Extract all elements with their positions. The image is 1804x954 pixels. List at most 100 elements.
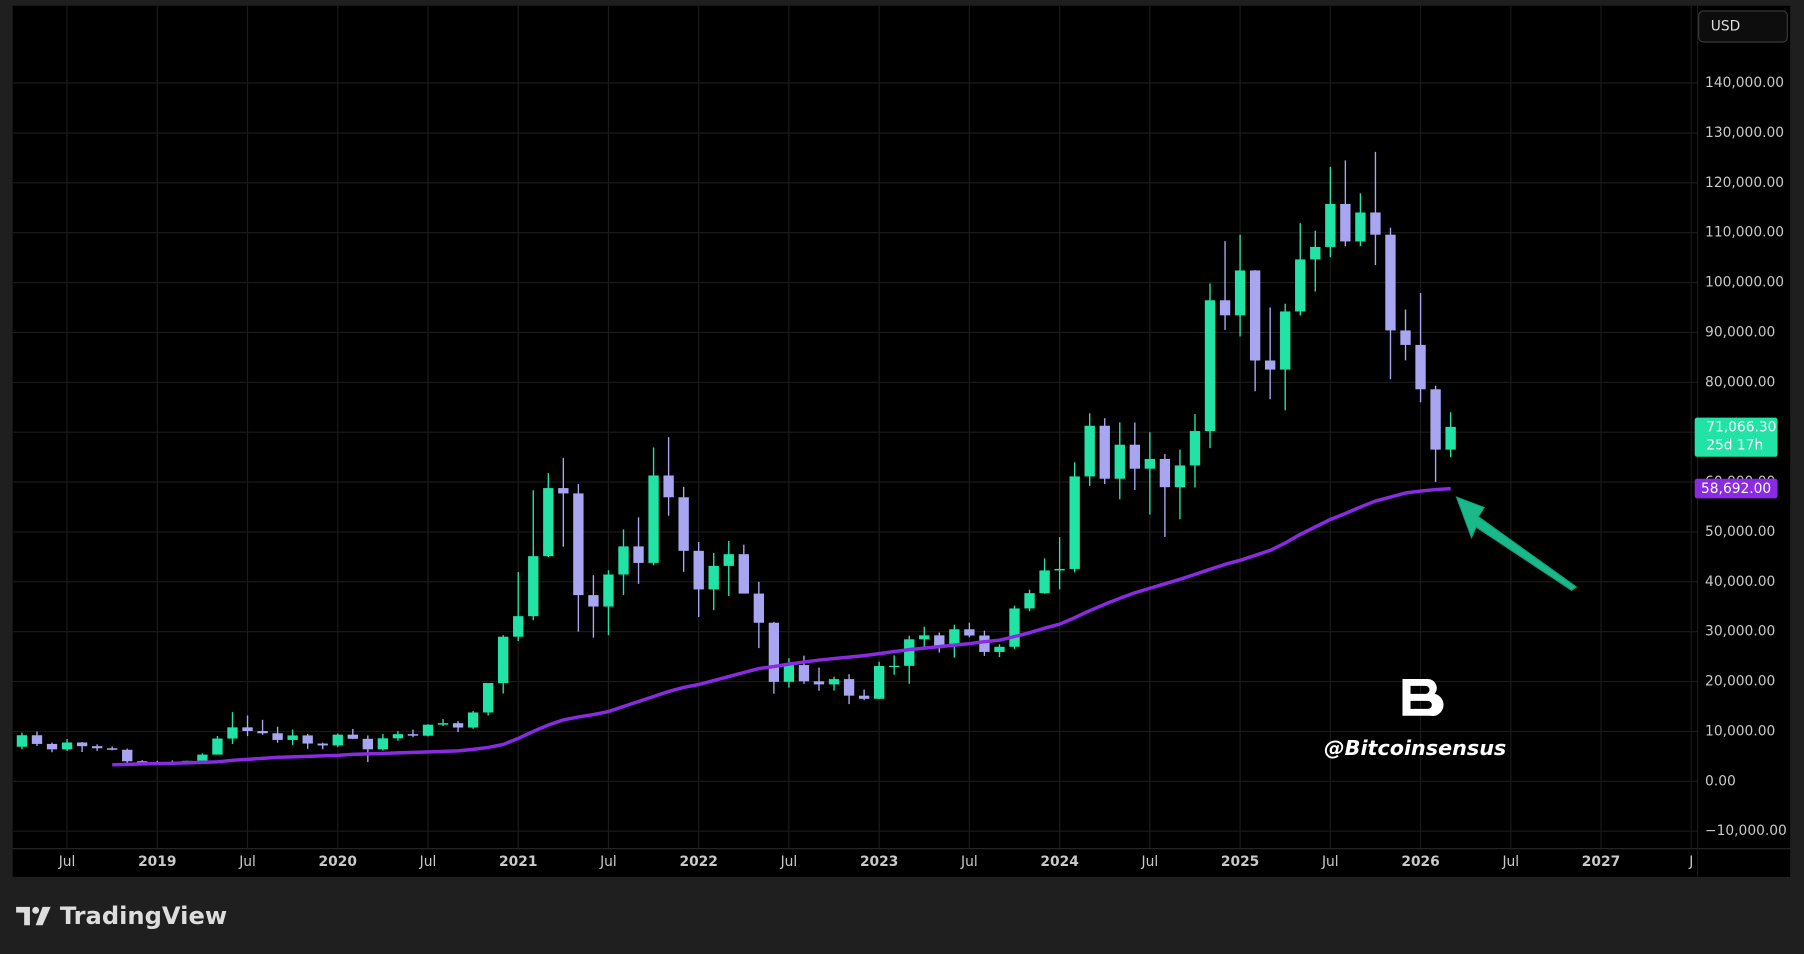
candle-body xyxy=(212,738,223,755)
candle-body xyxy=(1174,465,1186,488)
last-price-label: 71,066.30 xyxy=(1706,419,1776,435)
y-tick-label: 140,000.00 xyxy=(1705,75,1784,91)
currency-button[interactable]: USD xyxy=(1698,10,1788,43)
candle-body xyxy=(1024,593,1035,609)
candle-body xyxy=(889,665,900,667)
x-tick-label: Jul xyxy=(58,854,76,870)
candle-body xyxy=(272,733,283,740)
moving-average-line xyxy=(112,486,1451,767)
candle-body xyxy=(1385,234,1396,331)
candle-body xyxy=(1129,444,1140,469)
candle-body xyxy=(1009,608,1020,647)
candle-body xyxy=(257,730,268,734)
watermark-logo xyxy=(1402,678,1444,717)
candle-body xyxy=(618,546,629,575)
y-tick-label: 50,000.00 xyxy=(1705,524,1775,540)
candle-body xyxy=(197,754,208,761)
candle-body xyxy=(422,724,434,736)
candle-body xyxy=(934,635,945,646)
candle-body xyxy=(76,742,88,747)
x-tick-label: 2020 xyxy=(319,854,357,870)
candle-body xyxy=(768,622,780,682)
candle-body xyxy=(347,734,358,739)
x-tick-label: 2025 xyxy=(1221,854,1259,870)
x-tick-label: 2026 xyxy=(1401,854,1439,870)
candle-body xyxy=(693,550,704,590)
x-tick-label: Jul xyxy=(238,854,256,870)
x-tick-label: Jul xyxy=(419,854,437,870)
candle-body xyxy=(242,727,253,731)
candle-body xyxy=(498,636,509,684)
candle-body xyxy=(919,635,930,640)
y-tick-label: 100,000.00 xyxy=(1705,275,1784,291)
candle-body xyxy=(106,748,118,750)
candle-body xyxy=(377,738,389,750)
candle-body xyxy=(287,735,298,740)
x-tick-label: 2019 xyxy=(138,854,176,870)
y-tick-label: 80,000.00 xyxy=(1705,374,1775,390)
y-tick-label: 130,000.00 xyxy=(1705,125,1784,141)
candle-body xyxy=(1234,270,1246,316)
candle-body xyxy=(482,683,494,713)
candle-body xyxy=(46,743,58,750)
candle-body xyxy=(678,497,689,551)
candle-body xyxy=(738,554,749,594)
candle-body xyxy=(723,554,734,566)
candle-body xyxy=(1295,259,1306,312)
x-tick-label: Jul xyxy=(960,854,978,870)
candle-body xyxy=(1249,270,1261,361)
candle-body xyxy=(828,679,840,685)
candle-body xyxy=(317,743,328,746)
candle-body xyxy=(227,727,238,739)
candle-body xyxy=(1039,570,1050,594)
currency-button-box[interactable] xyxy=(1698,10,1788,43)
candle-body xyxy=(708,565,719,590)
y-tick-label: 120,000.00 xyxy=(1705,175,1784,191)
x-tick-label: 2022 xyxy=(679,854,717,870)
candle-body xyxy=(31,735,43,744)
ma-price-box xyxy=(1694,478,1778,499)
candle-body xyxy=(1325,203,1336,247)
candle-body xyxy=(783,665,795,682)
candle-body xyxy=(994,646,1005,652)
x-tick-label: 2021 xyxy=(499,854,537,870)
y-tick-label: 0.00 xyxy=(1705,773,1736,789)
candle-body xyxy=(1430,389,1441,450)
candle-body xyxy=(1340,203,1351,242)
candle-body xyxy=(558,488,569,494)
candle-body xyxy=(332,734,343,746)
candle-body xyxy=(1069,476,1080,569)
candle-body xyxy=(302,735,313,744)
candle-body xyxy=(91,746,103,749)
candle-body xyxy=(633,546,644,563)
candle-body xyxy=(1280,311,1291,370)
ma-price-label: 58,692.00 xyxy=(1701,481,1771,497)
candle-body xyxy=(949,629,960,646)
candle-body xyxy=(513,616,524,637)
candle-body xyxy=(1264,360,1276,370)
candle-body xyxy=(858,695,870,699)
candle-body xyxy=(362,738,374,750)
countdown-label: 25d 17h xyxy=(1706,437,1763,453)
candle-body xyxy=(1370,212,1381,235)
brand-name: TradingView xyxy=(60,902,227,930)
candle-body xyxy=(1219,300,1231,316)
candle-body xyxy=(1084,425,1095,477)
candle-body xyxy=(1099,425,1110,479)
currency-label[interactable]: USD xyxy=(1711,18,1740,34)
x-tick-label: 2027 xyxy=(1582,854,1620,870)
x-tick-label: Jul xyxy=(780,854,798,870)
y-tick-label: 40,000.00 xyxy=(1705,574,1775,590)
candle-body xyxy=(122,749,133,762)
candle-body xyxy=(1204,300,1216,432)
candle-body xyxy=(1054,568,1065,571)
candle-body xyxy=(798,665,810,682)
candle-body xyxy=(843,679,855,696)
y-tick-label: 90,000.00 xyxy=(1705,324,1775,340)
candle-body xyxy=(437,723,449,725)
candle-body xyxy=(1189,431,1201,466)
candle-body xyxy=(61,742,73,750)
arrow xyxy=(1455,496,1578,592)
candle-body xyxy=(873,665,885,699)
